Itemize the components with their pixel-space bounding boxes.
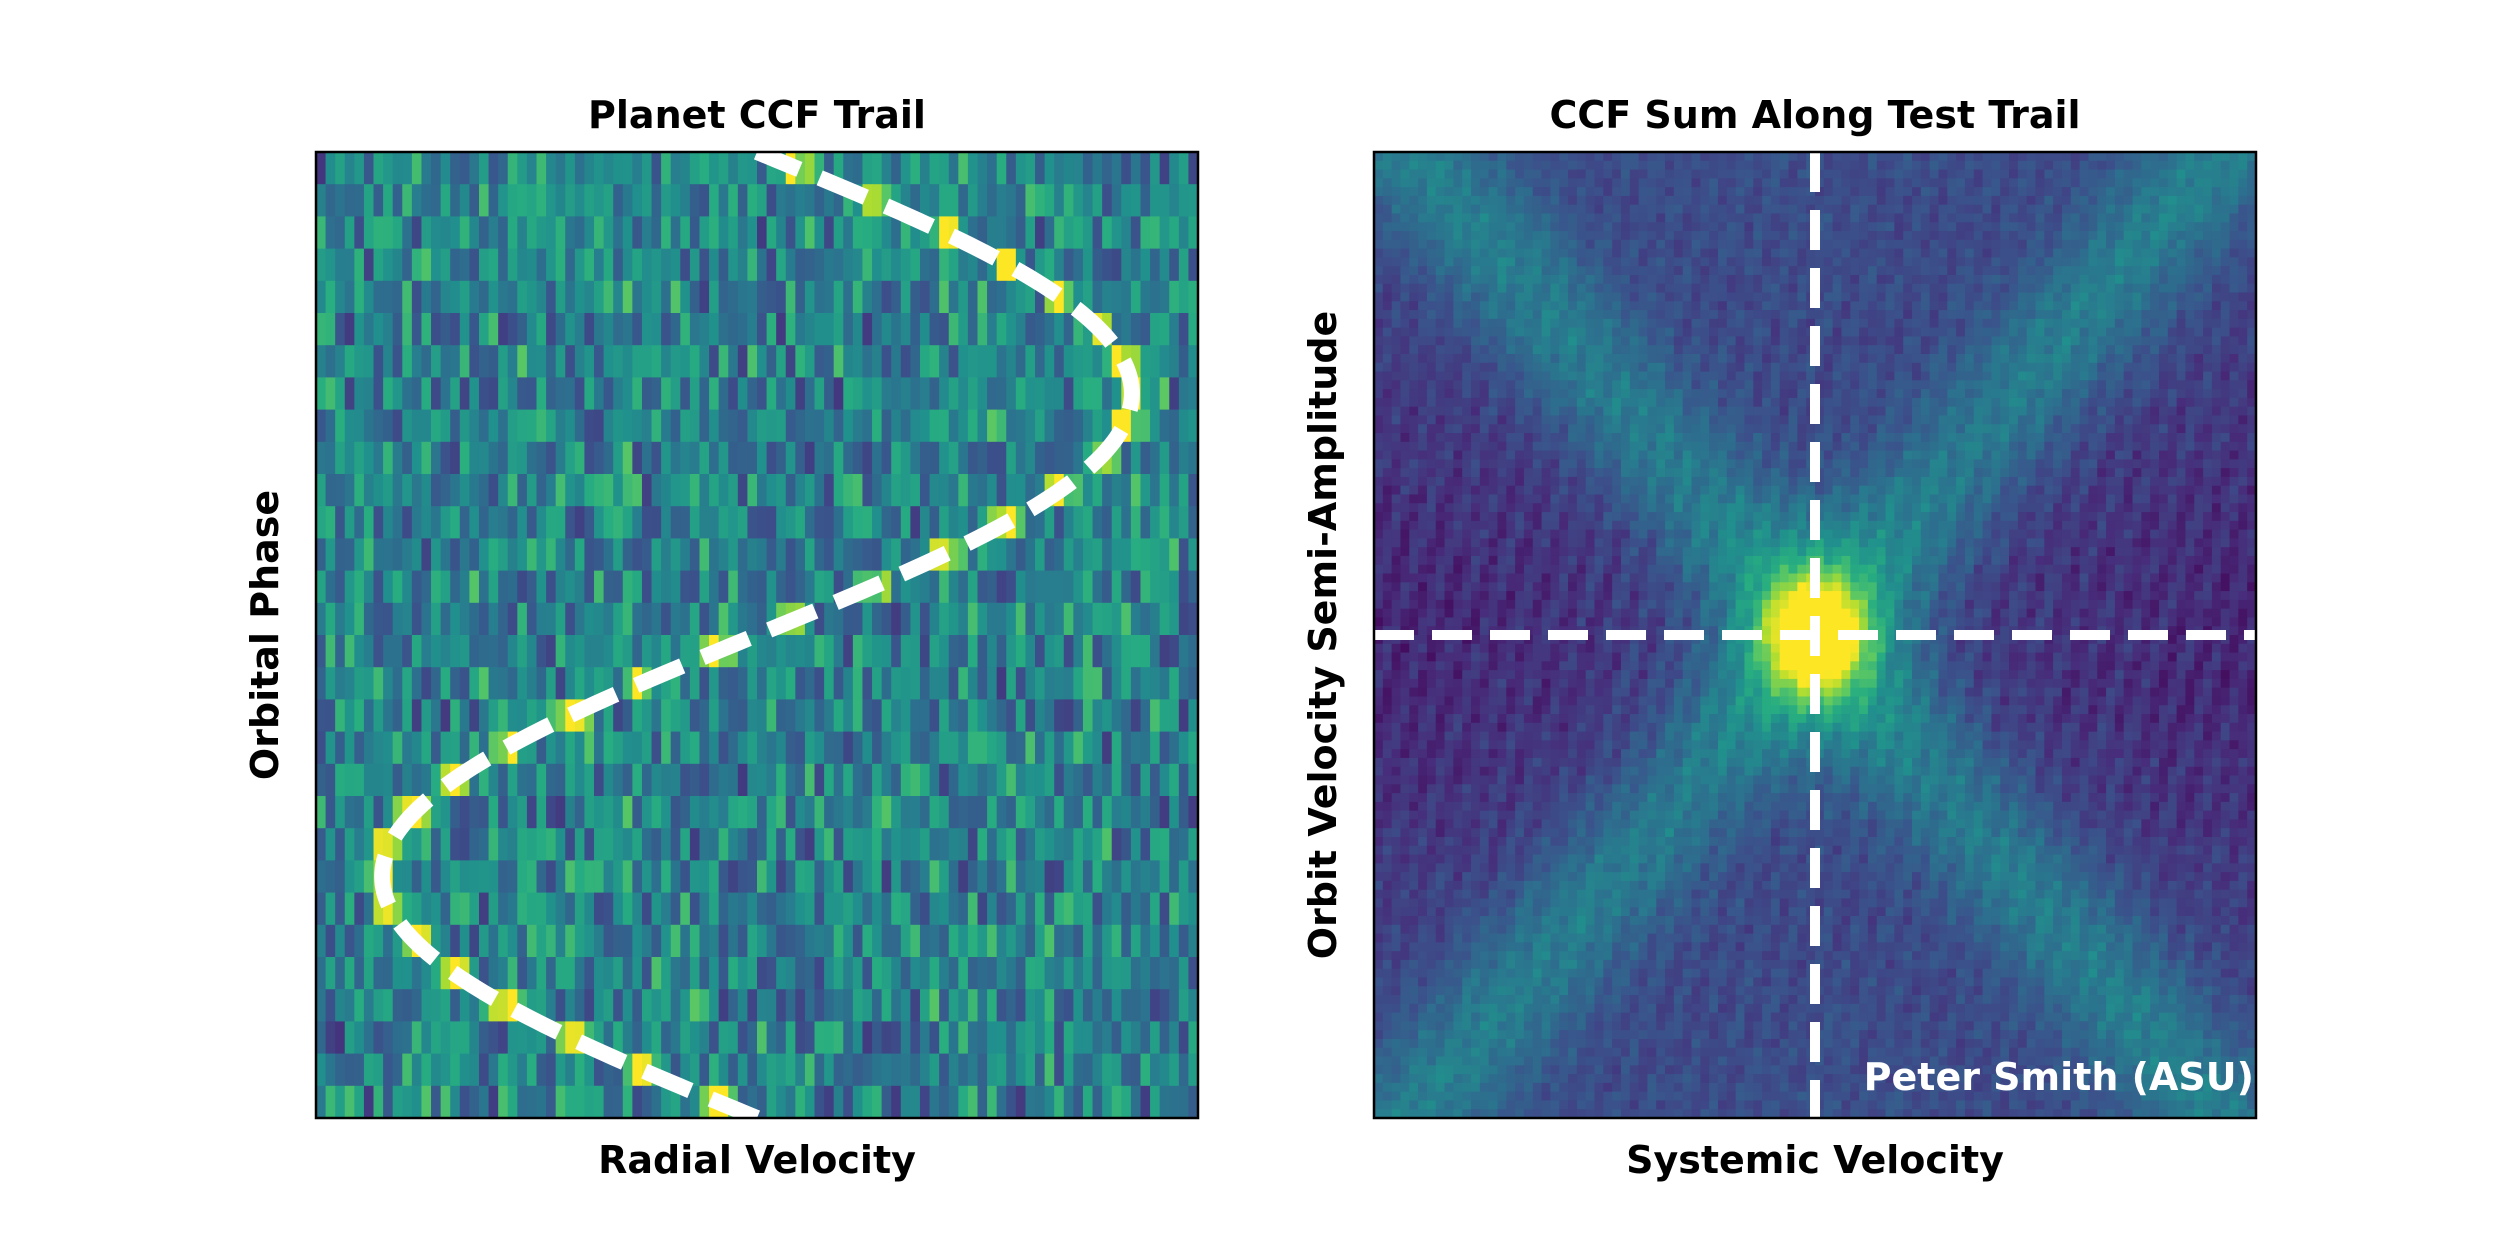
right-x-axis-label: Systemic Velocity: [1626, 1138, 2004, 1182]
left-x-axis-label: Radial Velocity: [598, 1138, 916, 1182]
right-y-axis-label: Orbit Velocity Semi-Amplitude: [1301, 311, 1345, 960]
trail-dashed-line: [374, 152, 1140, 1118]
right-panel: CCF Sum Along Test Trail Peter Smith (AS…: [1301, 93, 2258, 1182]
right-plot-frame: [1372, 150, 2258, 1120]
crosshair-overlay: [1374, 152, 2256, 1118]
left-y-axis-label: Orbital Phase: [243, 490, 287, 780]
left-chart-title: Planet CCF Trail: [588, 93, 926, 137]
credit-label: Peter Smith (ASU): [1864, 1055, 2254, 1099]
left-plot-frame: [314, 150, 1200, 1120]
left-panel: Planet CCF Trail Radial Velocity Orbital…: [243, 93, 1200, 1182]
sinusoid-trail-overlay: [374, 152, 1140, 1118]
right-chart-title: CCF Sum Along Test Trail: [1549, 93, 2080, 137]
left-heatmap: [316, 152, 1198, 1118]
right-heatmap: [1374, 152, 2256, 1118]
